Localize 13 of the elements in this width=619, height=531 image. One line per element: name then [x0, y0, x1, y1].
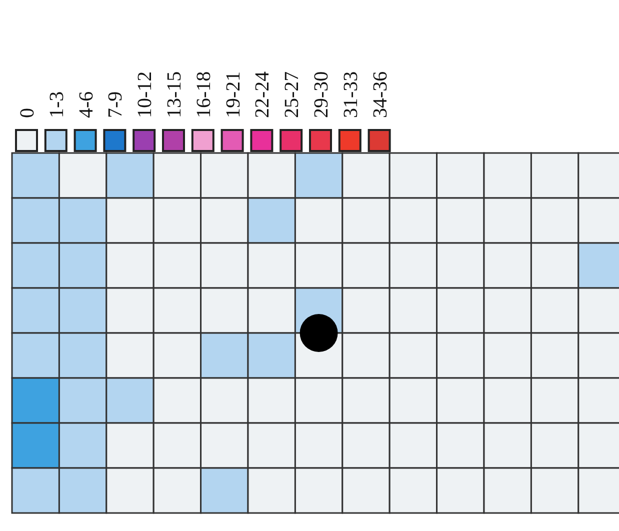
color-bar-label: 29-30	[310, 71, 332, 118]
color-bar-label: 31-33	[340, 71, 362, 118]
color-bar-label: 13-15	[164, 71, 186, 118]
color-bar-label: 34-36	[369, 71, 392, 118]
color-bar-label: 19-21	[222, 71, 244, 118]
color-bar-label: 0	[16, 108, 38, 118]
color-bar-label: 1-3	[46, 91, 68, 118]
color-bar-label: 10-12	[134, 71, 156, 118]
color-bar-label: 22-24	[252, 71, 274, 118]
color-bar-label: 7-9	[104, 91, 127, 118]
color-bar-label: 16-18	[192, 71, 215, 118]
color-bar-label: 25-27	[281, 71, 304, 118]
color-bar-label: 4-6	[75, 91, 98, 118]
